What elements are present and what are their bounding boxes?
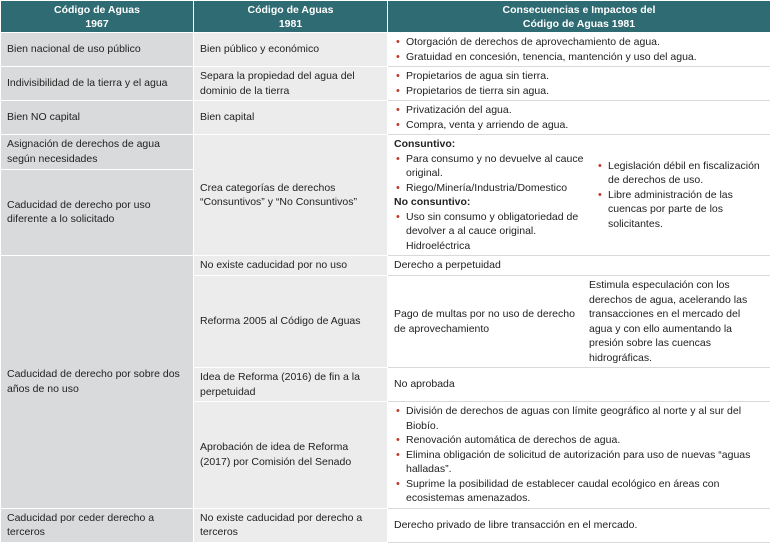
consequence-list: Otorgación de derechos de aprovechamient… xyxy=(394,35,764,64)
legislation-list: Legislación débil en fiscalización de de… xyxy=(596,159,764,232)
list-item: Suprime la posibilidad de establecer cau… xyxy=(394,477,764,506)
legislation-block: Legislación débil en fiscalización de de… xyxy=(590,159,764,232)
list-item: Legislación débil en fiscalización de de… xyxy=(596,159,764,188)
header-consequences-line1: Consecuencias e Impactos del xyxy=(394,3,764,17)
header-row: Código de Aguas 1967 Código de Aguas 198… xyxy=(1,1,770,33)
list-item: Riego/Minería/Industria/Domestico xyxy=(394,181,590,196)
consequences-two-columns: Consuntivo: Para consumo y no devuelve a… xyxy=(394,137,764,253)
table-row: Asignación de derechos de agua según nec… xyxy=(1,135,770,170)
consequence-list: Propietarios de agua sin tierra. Propiet… xyxy=(394,69,764,98)
header-code-1967: Código de Aguas 1967 xyxy=(1,1,194,33)
consuntivo-title: Consuntivo: xyxy=(394,137,590,152)
list-item: Renovación automática de derechos de agu… xyxy=(394,433,764,448)
consumptive-block: Consuntivo: Para consumo y no devuelve a… xyxy=(394,137,590,253)
cell-1967: Bien NO capital xyxy=(1,101,194,135)
cell-consequences: Derecho privado de libre transacción en … xyxy=(388,508,770,542)
list-item: Compra, venta y arriendo de agua. xyxy=(394,118,764,133)
header-code-1967-line1: Código de Aguas xyxy=(7,3,187,17)
list-item: División de derechos de aguas con límite… xyxy=(394,404,764,433)
header-consequences: Consecuencias e Impactos del Código de A… xyxy=(388,1,770,33)
cell-1981: No existe caducidad por derecho a tercer… xyxy=(194,508,388,542)
cell-1981: Reforma 2005 al Código de Aguas xyxy=(194,276,388,368)
list-item: Privatización del agua. xyxy=(394,103,764,118)
cell-1981: Separa la propiedad del agua del dominio… xyxy=(194,67,388,101)
list-item: Propietarios de tierra sin agua. xyxy=(394,84,764,99)
cell-consequences: Propietarios de agua sin tierra. Propiet… xyxy=(388,67,770,101)
list-item: Uso sin consumo y obligatoriedad de devo… xyxy=(394,210,590,254)
cell-1981: Crea categorías de derechos “Consuntivos… xyxy=(194,135,388,256)
consuntivo-list: Para consumo y no devuelve al cauce orig… xyxy=(394,152,590,196)
cell-1981: Aprobación de idea de Reforma (2017) por… xyxy=(194,402,388,509)
list-item: Para consumo y no devuelve al cauce orig… xyxy=(394,152,590,181)
cell-1981: Idea de Reforma (2016) de fin a la perpe… xyxy=(194,368,388,402)
header-code-1967-line2: 1967 xyxy=(7,17,187,31)
no-consuntivo-title: No consuntivo: xyxy=(394,195,590,210)
list-item: Otorgación de derechos de aprovechamient… xyxy=(394,35,764,50)
cell-consequences: Otorgación de derechos de aprovechamient… xyxy=(388,33,770,67)
table-row: Indivisibilidad de la tierra y el agua S… xyxy=(1,67,770,101)
cell-1967: Asignación de derechos de agua según nec… xyxy=(1,135,194,170)
list-item: Propietarios de agua sin tierra. xyxy=(394,69,764,84)
cell-1967: Caducidad por ceder derecho a terceros xyxy=(1,508,194,542)
consequence-list: División de derechos de aguas con límite… xyxy=(394,404,764,506)
cell-1981: No existe caducidad por no uso xyxy=(194,256,388,276)
table-row: Caducidad por ceder derecho a terceros N… xyxy=(1,508,770,542)
no-consuntivo-list: Uso sin consumo y obligatoriedad de devo… xyxy=(394,210,590,254)
cell-consequences: Consuntivo: Para consumo y no devuelve a… xyxy=(388,135,770,256)
cell-1967: Bien nacional de uso público xyxy=(1,33,194,67)
cell-consequences-impact: Estimula especulación con los derechos d… xyxy=(583,276,770,368)
cell-consequences: Derecho a perpetuidad xyxy=(388,256,770,276)
consequence-list: Privatización del agua. Compra, venta y … xyxy=(394,103,764,132)
table-row: Bien nacional de uso público Bien públic… xyxy=(1,33,770,67)
header-consequences-line2: Código de Aguas 1981 xyxy=(394,17,764,31)
cell-1967: Caducidad de derecho por sobre dos años … xyxy=(1,256,194,509)
cell-consequences: Pago de multas por no uso de derecho de … xyxy=(388,276,583,368)
cell-1967: Indivisibilidad de la tierra y el agua xyxy=(1,67,194,101)
cell-1981: Bien público y económico xyxy=(194,33,388,67)
cell-1981: Bien capital xyxy=(194,101,388,135)
list-item: Gratuidad en concesión, tenencia, manten… xyxy=(394,50,764,65)
table-row: Bien NO capital Bien capital Privatizaci… xyxy=(1,101,770,135)
cell-consequences: División de derechos de aguas con límite… xyxy=(388,402,770,509)
header-code-1981-line1: Código de Aguas xyxy=(200,3,381,17)
cell-1967: Caducidad de derecho por uso diferente a… xyxy=(1,169,194,255)
cell-consequences: No aprobada xyxy=(388,368,770,402)
header-code-1981-line2: 1981 xyxy=(200,17,381,31)
header-code-1981: Código de Aguas 1981 xyxy=(194,1,388,33)
cell-consequences: Privatización del agua. Compra, venta y … xyxy=(388,101,770,135)
list-item: Libre administración de las cuencas por … xyxy=(596,188,764,232)
list-item: Elimina obligación de solicitud de autor… xyxy=(394,448,764,477)
table-row: Caducidad de derecho por sobre dos años … xyxy=(1,256,770,276)
